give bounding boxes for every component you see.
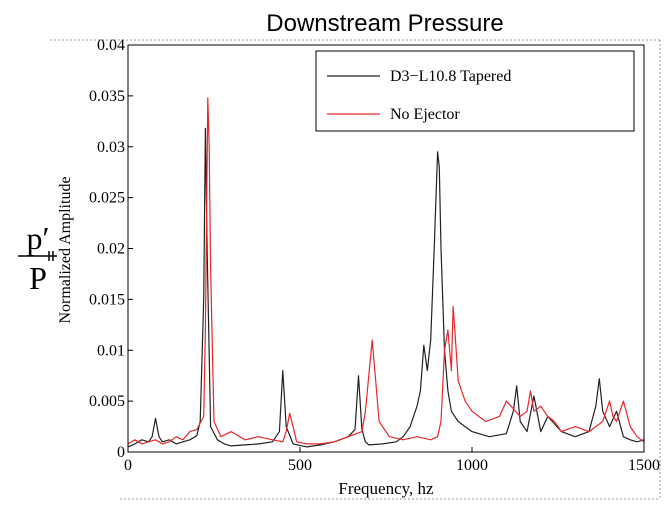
legend-label-no-ejector: No Ejector xyxy=(390,106,460,123)
side-label-denominator: P xyxy=(29,260,47,296)
x-tick-label: 500 xyxy=(288,457,312,474)
x-axis-label: Frequency, hz xyxy=(338,479,434,498)
series-line-no-ejector xyxy=(127,97,645,445)
series-layer xyxy=(127,97,645,448)
y-tick-label: 0 xyxy=(117,444,125,461)
plot-area xyxy=(127,44,645,453)
x-tick-label: 0 xyxy=(124,457,132,474)
legend-box xyxy=(315,50,635,132)
y-tick-label: 0.02 xyxy=(97,241,125,258)
y-axis-label: Normalized Amplitude xyxy=(57,176,74,323)
legend-label-d3-tapered: D3−L10.8 Tapered xyxy=(390,68,511,85)
side-label-numerator: p′ xyxy=(27,220,50,256)
y-tick-label: 0.04 xyxy=(97,37,125,54)
y-tick-label: 0.01 xyxy=(97,342,125,359)
chart-title: Downstream Pressure xyxy=(266,10,503,37)
x-tick-label: 1000 xyxy=(456,457,488,474)
y-tick-label: 0.005 xyxy=(89,393,125,410)
y-tick-label: 0.035 xyxy=(89,88,125,105)
y-tick-label: 0.025 xyxy=(89,190,125,207)
y-tick-label: 0.015 xyxy=(89,291,125,308)
y-tick-label: 0.03 xyxy=(97,139,125,156)
legend: D3−L10.8 Tapered No Ejector xyxy=(315,50,635,132)
axis-ticks: 0 500 1000 1500 0 0.005 0.01 0.015 0.02 0.025 0.03… xyxy=(89,37,660,474)
x-tick-label: 1500 xyxy=(628,457,660,474)
